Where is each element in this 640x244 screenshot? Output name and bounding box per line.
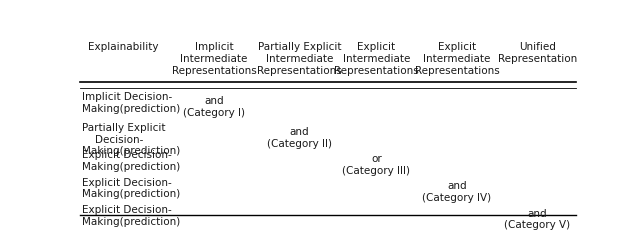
Text: Explainability: Explainability [88, 42, 159, 52]
Text: Unified
Representation: Unified Representation [498, 42, 577, 64]
Text: Explicit Decision-
Making(prediction): Explicit Decision- Making(prediction) [83, 178, 180, 199]
Text: Explicit
Intermediate
Representations: Explicit Intermediate Representations [415, 42, 499, 76]
Text: Implicit
Intermediate
Representations: Implicit Intermediate Representations [172, 42, 256, 76]
Text: and
(Category IV): and (Category IV) [422, 182, 492, 203]
Text: and
(Category II): and (Category II) [267, 127, 332, 149]
Text: Explicit Decision-
Making(prediction): Explicit Decision- Making(prediction) [83, 151, 180, 172]
Text: and
(Category I): and (Category I) [183, 96, 245, 118]
Text: Implicit Decision-
Making(prediction): Implicit Decision- Making(prediction) [83, 92, 180, 114]
Text: and
(Category V): and (Category V) [504, 209, 571, 230]
Text: Partially Explicit
    Decision-
Making(prediction): Partially Explicit Decision- Making(pred… [83, 123, 180, 156]
Text: Partially Explicit
Intermediate
Representations: Partially Explicit Intermediate Represen… [257, 42, 342, 76]
Text: or
(Category III): or (Category III) [342, 154, 410, 176]
Text: Explicit
Intermediate
Representations: Explicit Intermediate Representations [334, 42, 419, 76]
Text: Explicit Decision-
Making(prediction): Explicit Decision- Making(prediction) [83, 205, 180, 226]
